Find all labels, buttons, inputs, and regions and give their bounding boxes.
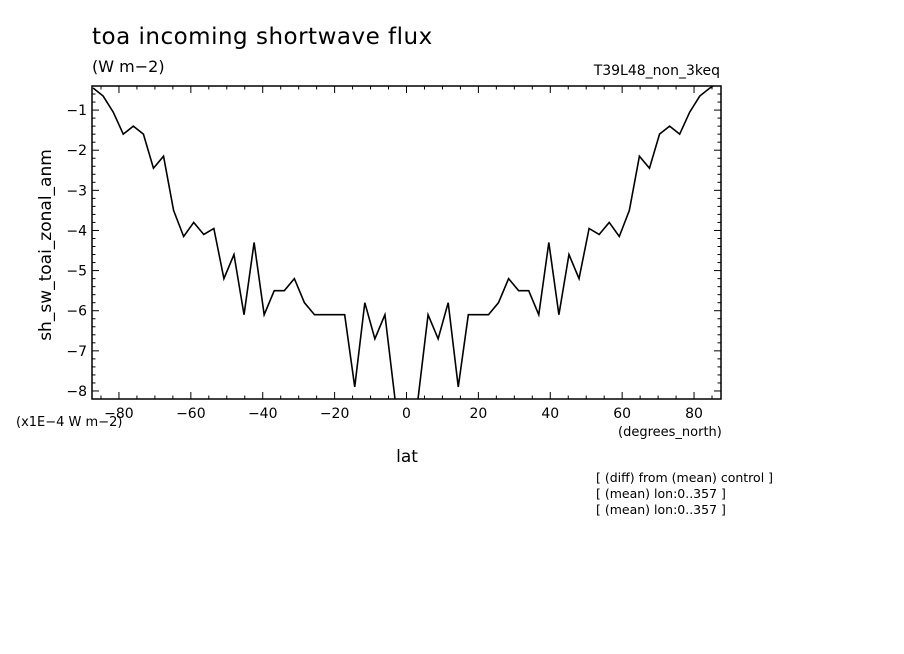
plot-frame	[91, 85, 722, 400]
y-tick-label: −6	[66, 304, 87, 320]
series-line	[92, 86, 715, 399]
axis-ticks	[92, 86, 721, 399]
y-tick-label: −5	[66, 264, 87, 280]
y-tick-label: −7	[66, 344, 87, 360]
annotation-diff: [ (diff) from (mean) control ]	[596, 470, 774, 485]
chart-title: toa incoming shortwave flux	[92, 24, 433, 50]
y-tick-label: −1	[66, 103, 87, 119]
chart-units: (W m−2)	[92, 57, 165, 76]
x-tick-label: −40	[248, 406, 278, 422]
y-tick-label: −4	[66, 223, 87, 239]
x-tick-label: 0	[402, 406, 411, 422]
tick-labels: −80 −60 −40 −20 0 20 40 60 80 −1 −2 −3 −4 −5 −6 −7 −8	[66, 103, 703, 422]
x-tick-label: 60	[613, 406, 631, 422]
x-tick-label: −20	[320, 406, 350, 422]
y-tick-label: −3	[66, 183, 87, 199]
annotation-mean-lon: [ (mean) lon:0..357 ]	[596, 502, 726, 517]
x-tick-label: 40	[541, 406, 559, 422]
y-tick-label: −2	[66, 143, 87, 159]
x-tick-label: −80	[104, 406, 134, 422]
y-scale-note: (x1E−4 W m−2)	[16, 415, 123, 430]
x-tick-label: −60	[176, 406, 206, 422]
annotation-mean-lon: [ (mean) lon:0..357 ]	[596, 486, 726, 501]
y-axis-label: sh_sw_toai_zonal_anm	[36, 149, 56, 341]
x-tick-label: 20	[469, 406, 487, 422]
x-axis-label: lat	[396, 447, 418, 467]
experiment-label: T39L48_non_3keq	[593, 63, 720, 79]
y-tick-label: −8	[66, 384, 87, 400]
x-tick-label: 80	[685, 406, 703, 422]
x-axis-units: (degrees_north)	[618, 425, 722, 440]
